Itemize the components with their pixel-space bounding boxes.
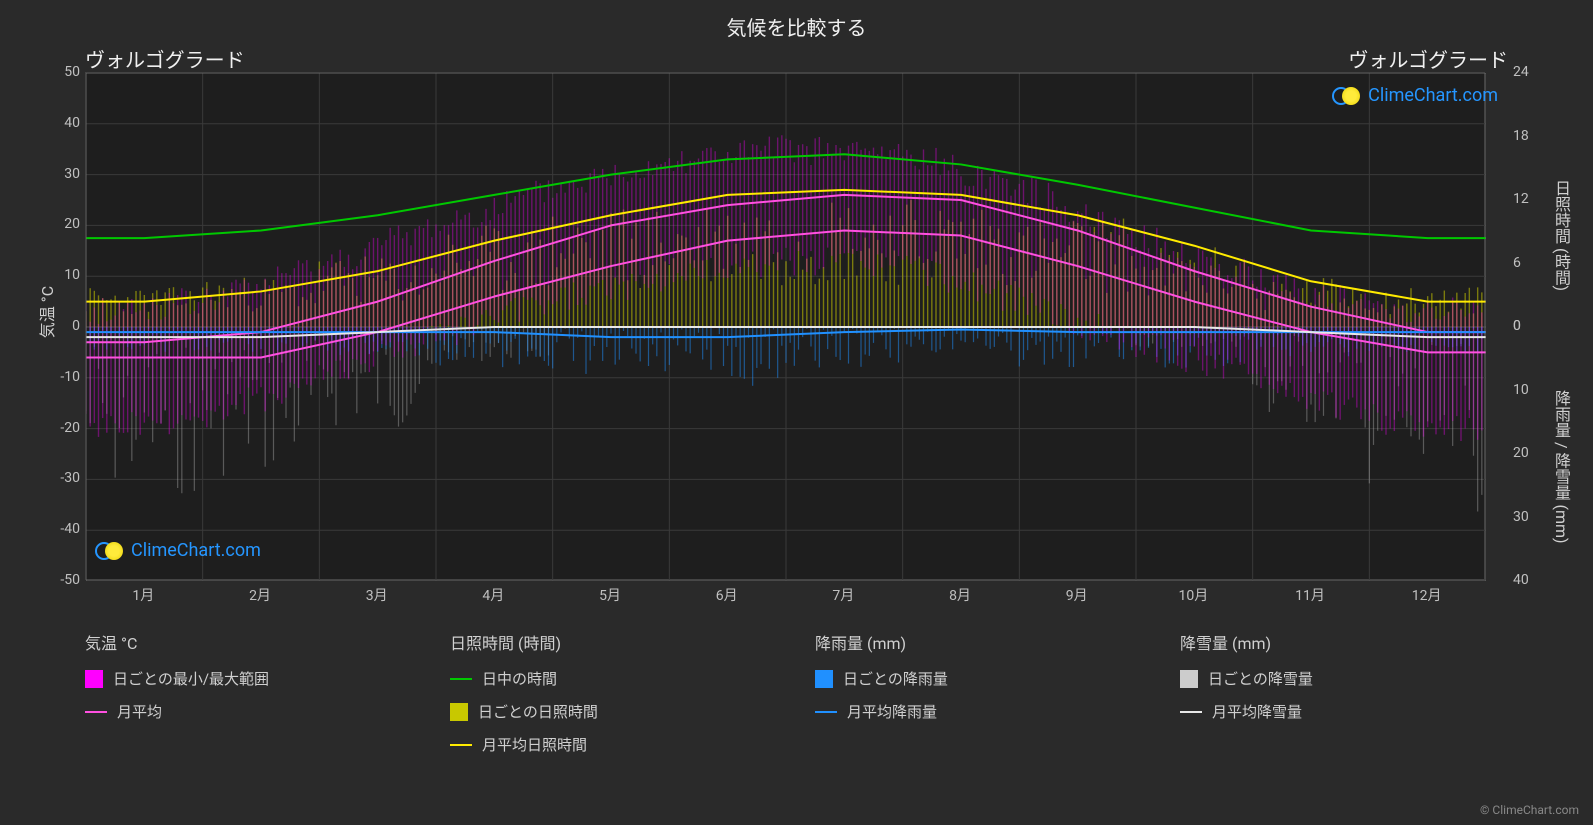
legend-swatch: [85, 670, 103, 688]
watermark-text: ClimeChart.com: [131, 540, 261, 561]
climechart-logo-icon: [95, 541, 125, 561]
legend-label: 日ごとの最小/最大範囲: [113, 668, 269, 689]
legend-label: 日ごとの降雨量: [843, 668, 948, 689]
ytick-left: -50: [50, 572, 80, 588]
y-axis-right-bottom-label: 降雨量 / 降雪量 (mm): [1549, 390, 1573, 544]
legend-group-title: 降雪量 (mm): [1180, 630, 1485, 654]
ytick-right-top: 24: [1513, 64, 1543, 80]
ytick-left: -20: [50, 420, 80, 436]
ytick-left: 40: [50, 115, 80, 131]
legend-swatch: [1180, 711, 1202, 713]
watermark-text: ClimeChart.com: [1368, 85, 1498, 106]
legend-item: 月平均日照時間: [450, 734, 755, 755]
climechart-logo-icon: [1332, 86, 1362, 106]
legend-item: 月平均: [85, 701, 390, 722]
ytick-right-bottom: 0: [1513, 318, 1543, 334]
xtick-month: 10月: [1178, 585, 1208, 605]
legend-label: 月平均: [117, 701, 162, 722]
xtick-month: 7月: [832, 585, 854, 605]
watermark-top: ClimeChart.com: [1332, 85, 1498, 106]
legend-label: 日ごとの降雪量: [1208, 668, 1313, 689]
xtick-month: 3月: [366, 585, 388, 605]
legend-swatch: [1180, 670, 1198, 688]
city-label-left: ヴォルゴグラード: [85, 44, 245, 73]
legend-swatch: [450, 744, 472, 746]
legend-label: 月平均日照時間: [482, 734, 587, 755]
xtick-month: 12月: [1412, 585, 1442, 605]
ytick-left: -40: [50, 521, 80, 537]
ytick-left: 10: [50, 267, 80, 283]
legend-label: 月平均降雪量: [1212, 701, 1302, 722]
legend-item: 日ごとの日照時間: [450, 701, 755, 722]
legend-group: 降雨量 (mm) 日ごとの降雨量月平均降雨量: [815, 630, 1120, 767]
xtick-month: 8月: [949, 585, 971, 605]
ytick-left: -30: [50, 470, 80, 486]
legend-group-title: 降雨量 (mm): [815, 630, 1120, 654]
legend-label: 月平均降雨量: [847, 701, 937, 722]
ytick-left: 20: [50, 216, 80, 232]
legend-label: 日中の時間: [482, 668, 557, 689]
xtick-month: 9月: [1066, 585, 1088, 605]
y-axis-right-top-label: 日照時間 (時間): [1549, 180, 1573, 291]
legend-swatch: [85, 711, 107, 713]
watermark-bottom: ClimeChart.com: [95, 540, 261, 561]
legend-item: 月平均降雨量: [815, 701, 1120, 722]
legend-label: 日ごとの日照時間: [478, 701, 598, 722]
chart-svg: [86, 73, 1486, 581]
xtick-month: 1月: [132, 585, 154, 605]
legend-group-title: 日照時間 (時間): [450, 630, 755, 654]
copyright: © ClimeChart.com: [1480, 803, 1579, 817]
legend-item: 日ごとの降雨量: [815, 668, 1120, 689]
legend-item: 日ごとの降雪量: [1180, 668, 1485, 689]
xtick-month: 5月: [599, 585, 621, 605]
legend-swatch: [815, 711, 837, 713]
ytick-left: 50: [50, 64, 80, 80]
legend-item: 日中の時間: [450, 668, 755, 689]
ytick-right-bottom: 20: [1513, 445, 1543, 461]
ytick-right-bottom: 30: [1513, 509, 1543, 525]
ytick-left: 30: [50, 166, 80, 182]
ytick-right-top: 18: [1513, 128, 1543, 144]
ytick-right-bottom: 10: [1513, 382, 1543, 398]
legend-swatch: [450, 703, 468, 721]
legend-group: 気温 °C 日ごとの最小/最大範囲月平均: [85, 630, 390, 767]
legend-item: 日ごとの最小/最大範囲: [85, 668, 390, 689]
legend-item: 月平均降雪量: [1180, 701, 1485, 722]
plot-area: [85, 72, 1485, 580]
legend-group: 日照時間 (時間) 日中の時間日ごとの日照時間月平均日照時間: [450, 630, 755, 767]
city-label-right: ヴォルゴグラード: [1348, 44, 1508, 73]
ytick-left: 0: [50, 318, 80, 334]
xtick-month: 6月: [716, 585, 738, 605]
xtick-month: 4月: [482, 585, 504, 605]
xtick-month: 2月: [249, 585, 271, 605]
ytick-right-top: 6: [1513, 255, 1543, 271]
legend-group: 降雪量 (mm) 日ごとの降雪量月平均降雪量: [1180, 630, 1485, 767]
legend-swatch: [450, 678, 472, 680]
ytick-right-bottom: 40: [1513, 572, 1543, 588]
xtick-month: 11月: [1295, 585, 1325, 605]
legend: 気温 °C 日ごとの最小/最大範囲月平均 日照時間 (時間) 日中の時間日ごとの日照時…: [85, 630, 1485, 767]
legend-group-title: 気温 °C: [85, 630, 390, 654]
chart-title: 気候を比較する: [0, 0, 1593, 47]
ytick-right-top: 12: [1513, 191, 1543, 207]
legend-swatch: [815, 670, 833, 688]
chart-container: [85, 72, 1485, 580]
ytick-left: -10: [50, 369, 80, 385]
